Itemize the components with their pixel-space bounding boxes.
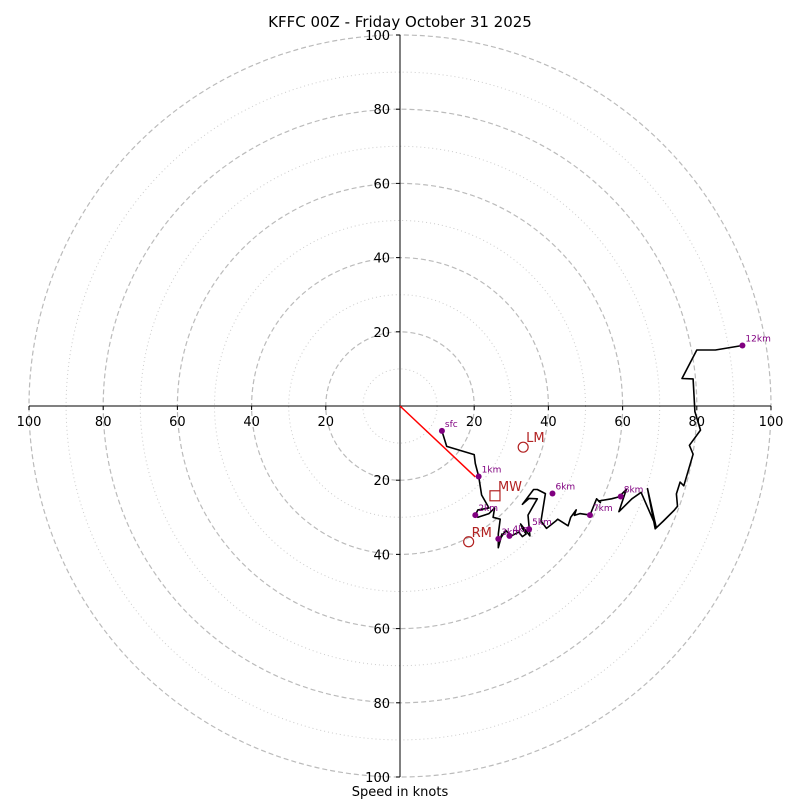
y-tick-label: 40 — [373, 252, 390, 267]
shear-vector-line — [399, 405, 476, 478]
series — [399, 344, 743, 549]
y-tick-label: 100 — [365, 29, 390, 44]
tick-labels: 100 80 60 40 20 20 40 60 80 100 100 80 60 40 20 20 40 60 8… — [17, 29, 784, 786]
y-tick-label: 100 — [365, 771, 390, 786]
x-tick-label: 40 — [243, 415, 260, 430]
x-tick-label: 60 — [614, 415, 631, 430]
height-marker-7km — [586, 512, 593, 519]
height-marker-5km — [526, 526, 533, 533]
height-marker-2km — [472, 512, 479, 519]
motion-marker-rm — [463, 536, 475, 548]
height-marker-3km — [495, 535, 502, 542]
y-tick-label: 20 — [373, 326, 390, 341]
height-marker-sfc — [438, 427, 445, 434]
x-axis-label: Speed in knots — [352, 785, 449, 800]
height-marker-1km — [475, 473, 482, 480]
x-tick-label: 80 — [95, 415, 112, 430]
height-marker-12km — [739, 342, 746, 349]
height-label-5km: 5km — [532, 518, 552, 528]
height-label-12km: 12km — [745, 335, 770, 345]
motion-marker-mw — [489, 490, 501, 502]
y-tick-label: 20 — [373, 474, 390, 489]
height-label-6km: 6km — [555, 483, 575, 493]
height-label-8km: 8km — [624, 486, 644, 496]
y-tick-label: 60 — [373, 177, 390, 192]
x-tick-label: 100 — [17, 415, 42, 430]
height-marker-4km — [506, 532, 513, 539]
motion-label-rm: RM — [472, 526, 492, 541]
height-marker-6km — [549, 490, 556, 497]
y-tick-label: 40 — [373, 548, 390, 563]
x-tick-label: 20 — [318, 415, 335, 430]
height-label-7km: 7km — [593, 504, 613, 514]
motion-marker-lm — [517, 441, 529, 453]
x-tick-label: 100 — [759, 415, 784, 430]
height-label-3km: 3km — [501, 528, 521, 538]
motion-label-mw: MW — [498, 480, 522, 495]
x-tick-label: 40 — [540, 415, 557, 430]
y-tick-label: 80 — [373, 103, 390, 118]
x-tick-label: 60 — [169, 415, 186, 430]
x-tick-label: 20 — [466, 415, 483, 430]
height-label-2km: 2km — [478, 504, 498, 514]
height-label-4km: 4km — [512, 525, 532, 535]
height-label-1km: 1km — [482, 465, 502, 475]
y-tick-label: 80 — [373, 697, 390, 712]
chart-title: KFFC 00Z - Friday October 31 2025 — [268, 13, 532, 31]
hodograph-trace — [441, 344, 743, 549]
x-tick-label: 80 — [689, 415, 706, 430]
y-tick-label: 60 — [373, 623, 390, 638]
height-label-sfc: sfc — [445, 420, 458, 430]
height-marker-8km — [617, 493, 624, 500]
motion-label-lm: LM — [526, 431, 544, 446]
